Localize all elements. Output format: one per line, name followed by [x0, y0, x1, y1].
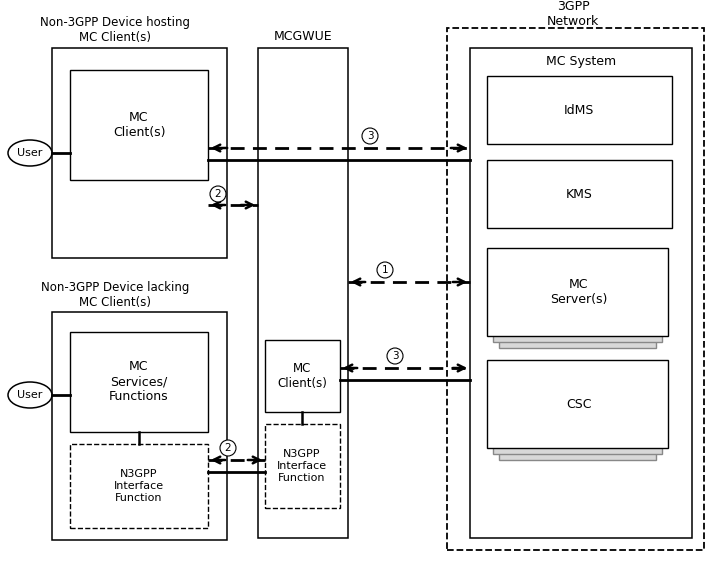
- Circle shape: [387, 348, 403, 364]
- Circle shape: [210, 186, 226, 202]
- Bar: [70, 444, 208, 528]
- Bar: [258, 48, 348, 538]
- Text: MC
Server(s): MC Server(s): [550, 278, 608, 306]
- Bar: [52, 312, 227, 540]
- Text: IdMS: IdMS: [564, 104, 594, 117]
- Text: N3GPP
Interface
Function: N3GPP Interface Function: [114, 469, 164, 503]
- Ellipse shape: [8, 382, 52, 408]
- Text: MC
Client(s): MC Client(s): [277, 362, 327, 390]
- Text: 3: 3: [366, 131, 373, 141]
- Text: CSC: CSC: [567, 397, 591, 410]
- Bar: [447, 28, 704, 550]
- Bar: [493, 254, 662, 342]
- Text: User: User: [17, 390, 43, 400]
- Bar: [487, 360, 668, 448]
- Text: User: User: [17, 148, 43, 158]
- Bar: [265, 340, 340, 412]
- Bar: [470, 48, 692, 538]
- Bar: [70, 70, 208, 180]
- Text: 3GPP
Network: 3GPP Network: [547, 0, 599, 28]
- Text: N3GPP
Interface
Function: N3GPP Interface Function: [277, 449, 327, 483]
- Text: KMS: KMS: [566, 187, 592, 200]
- Text: 2: 2: [214, 189, 222, 199]
- Bar: [487, 248, 668, 336]
- Circle shape: [220, 440, 236, 456]
- Bar: [70, 332, 208, 432]
- Text: Non-3GPP Device lacking
MC Client(s): Non-3GPP Device lacking MC Client(s): [40, 281, 189, 309]
- Text: MC System: MC System: [546, 55, 616, 68]
- Circle shape: [377, 262, 393, 278]
- Text: 1: 1: [382, 265, 388, 275]
- Text: MC
Client(s): MC Client(s): [113, 111, 165, 139]
- Text: MC
Services/
Functions: MC Services/ Functions: [109, 361, 169, 404]
- Bar: [493, 366, 662, 454]
- Bar: [499, 260, 656, 348]
- Bar: [265, 424, 340, 508]
- Text: Non-3GPP Device hosting
MC Client(s): Non-3GPP Device hosting MC Client(s): [40, 16, 190, 44]
- Bar: [487, 160, 672, 228]
- Text: 3: 3: [392, 351, 398, 361]
- Circle shape: [362, 128, 378, 144]
- Bar: [52, 48, 227, 258]
- Bar: [487, 76, 672, 144]
- Text: MCGWUE: MCGWUE: [273, 29, 332, 42]
- Ellipse shape: [8, 140, 52, 166]
- Text: 2: 2: [224, 443, 231, 453]
- Bar: [499, 372, 656, 460]
